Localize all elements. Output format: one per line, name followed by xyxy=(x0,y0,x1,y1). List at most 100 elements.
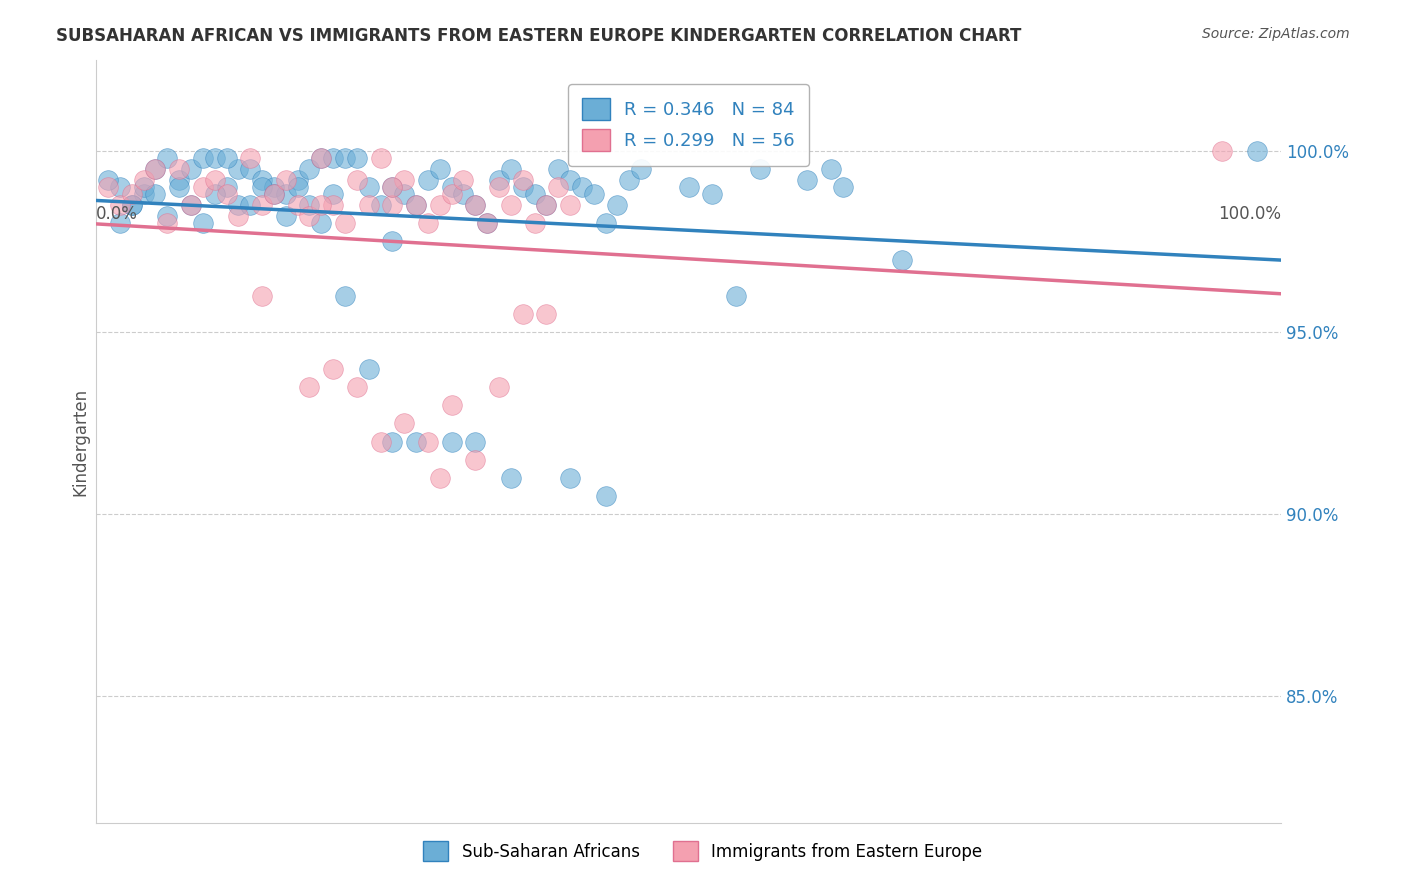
Point xyxy=(381,180,404,194)
Point xyxy=(748,161,770,176)
Point xyxy=(97,180,120,194)
Point xyxy=(287,198,309,212)
Point xyxy=(416,216,439,230)
Point xyxy=(394,417,416,431)
Point xyxy=(333,289,356,303)
Point xyxy=(191,216,214,230)
Point xyxy=(440,398,463,412)
Point xyxy=(582,187,605,202)
Point xyxy=(547,161,569,176)
Point xyxy=(453,187,475,202)
Point xyxy=(606,198,628,212)
Point xyxy=(180,161,202,176)
Point xyxy=(167,161,190,176)
Point xyxy=(215,151,238,165)
Point xyxy=(405,198,427,212)
Point xyxy=(357,180,380,194)
Point xyxy=(97,172,120,186)
Point xyxy=(228,209,250,223)
Point xyxy=(191,180,214,194)
Point xyxy=(890,252,912,267)
Point xyxy=(370,151,392,165)
Point xyxy=(499,161,522,176)
Point xyxy=(1211,144,1233,158)
Point xyxy=(488,172,510,186)
Point xyxy=(156,151,179,165)
Point xyxy=(204,172,226,186)
Point xyxy=(475,216,498,230)
Point xyxy=(381,198,404,212)
Point xyxy=(381,434,404,449)
Text: Source: ZipAtlas.com: Source: ZipAtlas.com xyxy=(1202,27,1350,41)
Text: 100.0%: 100.0% xyxy=(1218,205,1281,223)
Point xyxy=(239,151,262,165)
Point xyxy=(453,172,475,186)
Point xyxy=(429,471,451,485)
Point xyxy=(464,198,486,212)
Point xyxy=(429,198,451,212)
Point xyxy=(263,187,285,202)
Point xyxy=(311,198,333,212)
Point xyxy=(1246,144,1268,158)
Point xyxy=(619,172,641,186)
Point xyxy=(558,198,581,212)
Point xyxy=(298,380,321,394)
Point xyxy=(215,187,238,202)
Point xyxy=(298,198,321,212)
Point xyxy=(464,198,486,212)
Point xyxy=(536,198,558,212)
Point xyxy=(512,172,534,186)
Point xyxy=(333,151,356,165)
Point xyxy=(204,187,226,202)
Point xyxy=(145,161,167,176)
Point xyxy=(571,180,593,194)
Point xyxy=(416,172,439,186)
Point xyxy=(132,172,155,186)
Point xyxy=(630,161,652,176)
Point xyxy=(228,161,250,176)
Point xyxy=(499,198,522,212)
Point xyxy=(250,289,273,303)
Point xyxy=(678,180,700,194)
Point xyxy=(274,209,297,223)
Point xyxy=(595,216,617,230)
Point xyxy=(250,198,273,212)
Point xyxy=(274,172,297,186)
Point xyxy=(405,198,427,212)
Point xyxy=(287,180,309,194)
Point xyxy=(167,180,190,194)
Point xyxy=(464,434,486,449)
Point xyxy=(215,180,238,194)
Point xyxy=(558,471,581,485)
Point xyxy=(512,307,534,321)
Point xyxy=(346,172,368,186)
Point xyxy=(488,180,510,194)
Point xyxy=(239,161,262,176)
Point xyxy=(595,489,617,503)
Point xyxy=(512,180,534,194)
Point xyxy=(239,198,262,212)
Point xyxy=(167,172,190,186)
Text: SUBSAHARAN AFRICAN VS IMMIGRANTS FROM EASTERN EUROPE KINDERGARTEN CORRELATION CH: SUBSAHARAN AFRICAN VS IMMIGRANTS FROM EA… xyxy=(56,27,1022,45)
Point xyxy=(263,180,285,194)
Point xyxy=(145,161,167,176)
Point xyxy=(108,180,131,194)
Point xyxy=(381,180,404,194)
Point xyxy=(488,380,510,394)
Point xyxy=(204,151,226,165)
Point xyxy=(333,216,356,230)
Point xyxy=(298,209,321,223)
Point xyxy=(370,434,392,449)
Point xyxy=(394,187,416,202)
Point xyxy=(440,187,463,202)
Point xyxy=(357,198,380,212)
Point xyxy=(381,235,404,249)
Point xyxy=(121,187,143,202)
Point xyxy=(145,187,167,202)
Point xyxy=(322,187,344,202)
Point xyxy=(357,361,380,376)
Point xyxy=(346,380,368,394)
Point xyxy=(180,198,202,212)
Point xyxy=(311,151,333,165)
Point xyxy=(322,361,344,376)
